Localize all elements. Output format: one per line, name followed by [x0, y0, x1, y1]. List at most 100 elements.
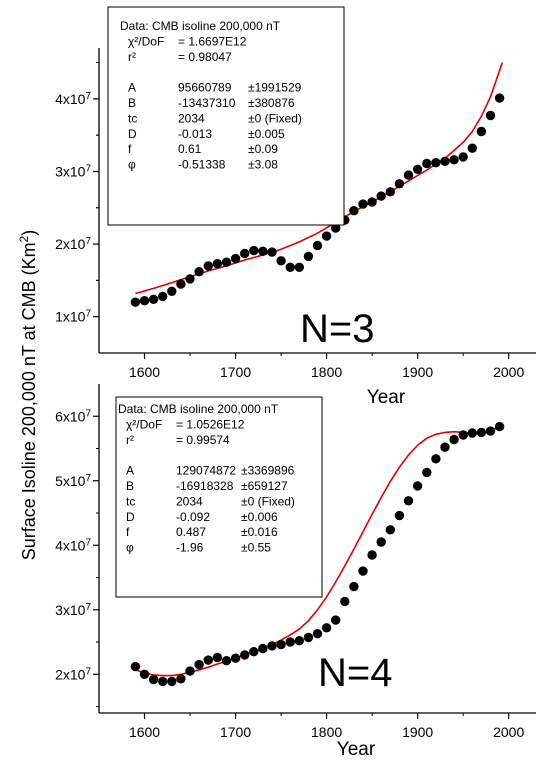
data-point	[312, 629, 323, 639]
stats-value: -1.96	[176, 541, 204, 555]
data-point	[376, 191, 386, 201]
data-point	[221, 656, 232, 666]
y-tick-label: 4x107	[55, 90, 91, 107]
data-point	[258, 643, 268, 654]
data-points-n3	[130, 93, 505, 307]
data-point	[367, 550, 377, 560]
data-point	[403, 170, 414, 180]
data-point	[458, 430, 468, 440]
data-point	[203, 261, 213, 271]
stats-value: 0.487	[176, 525, 206, 539]
data-point	[230, 253, 241, 264]
data-point	[394, 510, 405, 521]
data-point	[476, 427, 487, 438]
fit-line	[135, 425, 501, 677]
data-point	[412, 481, 423, 491]
data-point	[240, 248, 250, 259]
y-axis-label-close: )	[19, 230, 39, 236]
data-point	[276, 639, 286, 650]
data-point	[485, 426, 496, 436]
data-point	[148, 674, 159, 685]
x-tick-label: 1600	[129, 724, 160, 740]
y-axis-label-sup: 2	[17, 235, 31, 242]
annotation-n3: N=3	[300, 307, 375, 351]
data-point	[340, 596, 350, 607]
data-point	[139, 296, 150, 306]
ticks-n3: 1600 1700 1800 1900 2000 1x107 2x107 3x107 4x107	[55, 62, 524, 380]
y-axis-label: Surface Isoline 200,000 nT at CMB (Km2)	[17, 230, 39, 561]
data-point	[221, 257, 232, 267]
stats-error: ±659127	[241, 479, 288, 493]
data-point	[449, 155, 459, 165]
x-tick-label: 1600	[129, 364, 160, 380]
data-point	[312, 240, 323, 251]
data-point	[303, 632, 314, 643]
data-point	[331, 615, 341, 625]
data-point	[230, 653, 241, 663]
data-point	[440, 156, 450, 166]
data-point	[303, 251, 314, 262]
stats-value: -0.092	[176, 510, 210, 524]
annotation-n4: N=4	[318, 651, 393, 695]
data-point	[258, 246, 268, 256]
stats-value: 95660789	[178, 81, 232, 95]
stats-label: Data: CMB isoline 200,000 nT	[118, 402, 279, 416]
data-point	[194, 659, 204, 670]
y-tick-label: 4x107	[55, 537, 91, 554]
data-point	[376, 537, 386, 547]
stats-value: = 0.99574	[176, 433, 230, 447]
data-point	[276, 256, 286, 266]
data-point	[412, 164, 423, 174]
x-axis-label-n3: Year	[367, 387, 406, 408]
stats-error: ±0.005	[248, 127, 285, 141]
data-point	[167, 286, 177, 296]
data-point	[467, 143, 477, 153]
data-point	[485, 110, 496, 121]
stats-label: tc	[128, 111, 137, 125]
data-point	[349, 581, 359, 592]
x-tick-label: 1900	[402, 364, 433, 380]
stats-label: φ	[128, 158, 136, 172]
y-tick-label: 2x107	[55, 666, 91, 683]
data-point	[267, 247, 277, 257]
data-point	[331, 223, 341, 233]
data-point	[130, 297, 141, 307]
stats-label: r²	[128, 50, 136, 64]
x-tick-label: 1900	[402, 724, 433, 740]
stats-error: ±3369896	[241, 464, 295, 478]
data-point	[476, 126, 487, 137]
stats-label: χ²/DoF	[128, 34, 164, 48]
data-point	[494, 421, 505, 432]
stats-error: ±0 (Fixed)	[241, 494, 295, 508]
data-point	[267, 641, 277, 651]
data-point	[367, 197, 377, 207]
data-point	[467, 428, 477, 438]
stats-value: -0.013	[178, 127, 212, 141]
data-point	[185, 666, 195, 676]
stats-value: 0.61	[178, 142, 202, 156]
stats-value: -0.51338	[178, 158, 226, 172]
x-tick-label: 1800	[311, 724, 342, 740]
stats-value: = 0.98047	[178, 50, 232, 64]
data-point	[285, 637, 295, 647]
fit-curve-n4	[135, 425, 501, 677]
stats-error: ±0.55	[241, 541, 271, 555]
stats-value: = 1.6697E12	[178, 34, 247, 48]
data-point	[394, 179, 405, 189]
data-point	[403, 496, 414, 506]
stats-value: -16918328	[176, 479, 234, 493]
data-point	[385, 525, 395, 535]
data-point	[431, 158, 441, 168]
stats-label: A	[126, 464, 134, 478]
data-point	[458, 152, 468, 162]
stats-value: 2034	[178, 111, 205, 125]
x-tick-label: 2000	[493, 724, 524, 740]
data-point	[385, 187, 395, 197]
stats-value: = 1.0526E12	[176, 417, 245, 431]
data-point	[130, 661, 141, 672]
data-point	[139, 669, 150, 679]
data-point	[422, 158, 432, 169]
x-tick-label: 1700	[220, 724, 251, 740]
data-point	[422, 467, 432, 478]
